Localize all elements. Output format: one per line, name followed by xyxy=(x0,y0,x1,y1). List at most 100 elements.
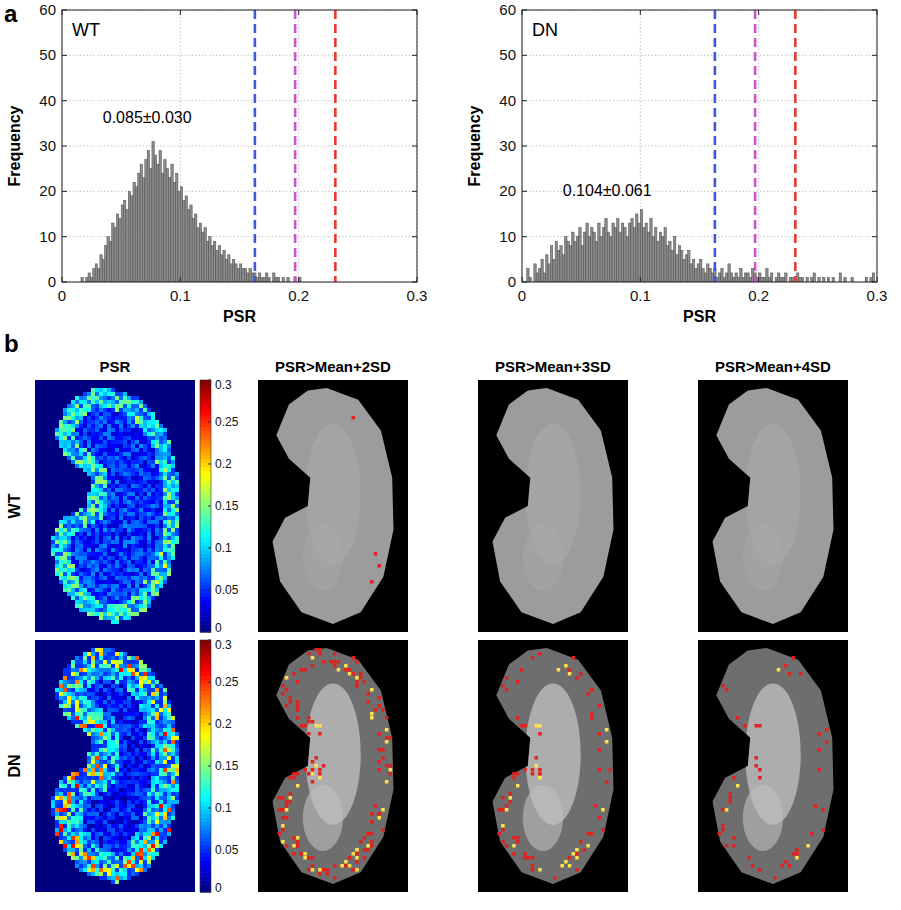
pixel xyxy=(159,472,163,476)
pixel xyxy=(103,396,107,400)
pixel xyxy=(155,468,159,472)
bar xyxy=(591,228,593,282)
pixel xyxy=(83,460,87,464)
pixel xyxy=(91,580,95,584)
pixel xyxy=(95,432,99,436)
bar xyxy=(669,241,671,282)
pixel xyxy=(79,668,83,672)
bar xyxy=(737,277,739,282)
pixel xyxy=(99,672,103,676)
bar xyxy=(744,273,746,282)
pixel xyxy=(103,404,107,408)
pixel xyxy=(83,464,87,468)
pixel xyxy=(143,528,147,532)
colorbar-strip xyxy=(200,522,211,527)
pixel xyxy=(127,576,131,580)
pixel xyxy=(171,492,175,496)
pixel xyxy=(87,660,91,664)
pixel xyxy=(147,488,151,492)
pixel xyxy=(99,540,103,544)
bar xyxy=(204,228,206,282)
pixel xyxy=(103,436,107,440)
pixel xyxy=(91,468,95,472)
pixel xyxy=(123,432,127,436)
pixel xyxy=(83,452,87,456)
pixel xyxy=(91,456,95,460)
pixel xyxy=(63,516,67,520)
bar xyxy=(176,173,178,282)
pixel xyxy=(111,560,115,564)
pixel xyxy=(99,652,103,656)
pixel xyxy=(103,448,107,452)
pixel xyxy=(87,504,91,508)
pixel xyxy=(103,512,107,516)
pixel xyxy=(115,540,119,544)
tick xyxy=(872,146,877,147)
pixel xyxy=(111,608,115,612)
pixel xyxy=(159,492,163,496)
colorbar-strip xyxy=(200,404,211,409)
pixel xyxy=(119,512,123,516)
pixel xyxy=(99,452,103,456)
pixel xyxy=(115,532,119,536)
pixel xyxy=(167,552,171,556)
pixel xyxy=(167,536,171,540)
pixel xyxy=(159,484,163,488)
pixel xyxy=(131,560,135,564)
bar xyxy=(588,237,590,282)
pixel xyxy=(171,556,175,560)
pixel xyxy=(107,420,111,424)
pixel xyxy=(123,652,127,656)
pixel xyxy=(103,556,107,560)
pixel xyxy=(75,668,79,672)
pixel xyxy=(151,556,155,560)
pixel xyxy=(107,520,111,524)
pixel xyxy=(87,552,91,556)
pixel xyxy=(147,444,151,448)
pixel xyxy=(87,668,91,672)
pixel xyxy=(155,488,159,492)
pixel xyxy=(99,552,103,556)
pixel xyxy=(155,448,159,452)
pixel xyxy=(107,484,111,488)
pixel xyxy=(167,568,171,572)
pixel xyxy=(71,672,75,676)
pixel xyxy=(127,460,131,464)
pixel xyxy=(91,656,95,660)
pixel xyxy=(87,544,91,548)
bar xyxy=(823,277,825,282)
bar xyxy=(157,164,159,282)
pixel xyxy=(159,580,163,584)
pixel xyxy=(67,672,71,676)
pixel xyxy=(115,560,119,564)
bar xyxy=(747,273,749,282)
pixel xyxy=(87,500,91,504)
pixel xyxy=(119,400,123,404)
pixel xyxy=(75,452,79,456)
pixel xyxy=(95,548,99,552)
colorbar-strip xyxy=(200,490,211,495)
colorbar-label: 0.25 xyxy=(215,415,239,429)
pixel xyxy=(75,664,79,668)
pixel xyxy=(127,496,131,500)
pixel xyxy=(147,484,151,488)
pixel xyxy=(55,564,59,568)
pixel xyxy=(71,456,75,460)
bar xyxy=(114,228,116,282)
pixel xyxy=(87,588,91,592)
pixel xyxy=(139,664,143,668)
pixel xyxy=(99,664,103,668)
tick xyxy=(412,191,417,192)
pixel xyxy=(99,572,103,576)
pixel xyxy=(87,524,91,528)
bar xyxy=(726,273,728,282)
pixel xyxy=(71,580,75,584)
tick-label: 0.3 xyxy=(407,287,428,304)
pixel xyxy=(143,580,147,584)
pixel xyxy=(115,408,119,412)
bar xyxy=(126,209,128,282)
pixel xyxy=(143,512,147,516)
pixel xyxy=(147,544,151,548)
pixel xyxy=(83,600,87,604)
pixel xyxy=(67,528,71,532)
